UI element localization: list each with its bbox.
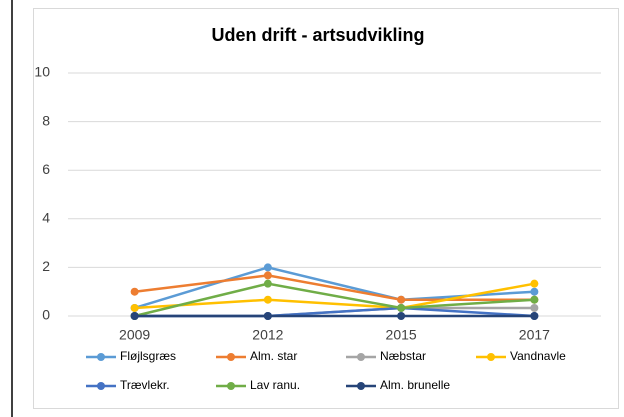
legend-label: Vandnavle — [510, 349, 566, 363]
point — [263, 263, 272, 272]
point — [397, 303, 406, 312]
legend-marker — [227, 353, 235, 361]
chart-title: Uden drift - artsudvikling — [211, 25, 424, 45]
legend-label: Lav ranu. — [250, 378, 300, 392]
y-tick-label: 2 — [42, 258, 50, 274]
legend-marker — [97, 353, 105, 361]
legend-marker — [357, 353, 365, 361]
series-line — [134, 274, 535, 301]
legend-label: Fløjlsgræs — [120, 349, 176, 363]
legend-label: Næbstar — [380, 349, 426, 363]
x-tick-label: 2009 — [119, 327, 150, 343]
legend-label: Alm. brunelle — [380, 378, 450, 392]
point — [130, 312, 139, 320]
point — [530, 312, 539, 320]
point — [397, 312, 406, 320]
point — [530, 303, 539, 312]
y-tick-label: 10 — [34, 64, 50, 80]
point — [530, 295, 539, 304]
legend-marker — [97, 382, 105, 390]
legend-marker — [487, 353, 495, 361]
legend-label: Trævlekr. — [120, 378, 170, 392]
series-line — [134, 282, 535, 318]
point — [130, 287, 139, 296]
x-tick-label: 2012 — [252, 327, 283, 343]
x-tick-label: 2015 — [386, 327, 417, 343]
chart-border — [33, 8, 619, 409]
point — [130, 303, 139, 312]
series-line — [134, 282, 535, 310]
point — [263, 271, 272, 280]
point — [397, 295, 406, 304]
y-tick-label: 6 — [42, 161, 50, 177]
point — [263, 312, 272, 320]
legend-marker — [357, 382, 365, 390]
point — [263, 279, 272, 288]
y-tick-label: 0 — [42, 307, 50, 323]
point — [530, 287, 539, 296]
legend-marker — [227, 382, 235, 390]
legend-label: Alm. star — [250, 349, 297, 363]
point — [530, 279, 539, 288]
x-tick-label: 2017 — [519, 327, 550, 343]
point — [263, 295, 272, 304]
y-tick-label: 4 — [42, 210, 50, 226]
y-tick-label: 8 — [42, 112, 50, 128]
